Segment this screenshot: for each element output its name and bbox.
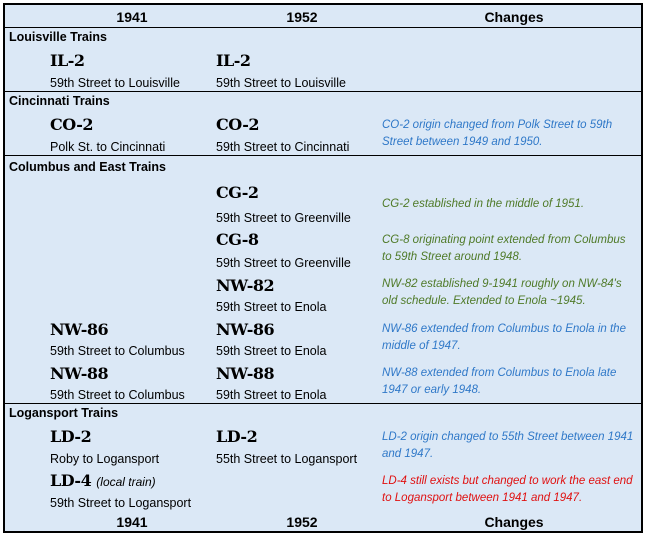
- train-code: IL-2: [216, 51, 251, 70]
- train-code: NW-88: [50, 364, 109, 383]
- header-1941: 1941: [116, 9, 148, 25]
- train-code: CO-2: [50, 115, 94, 134]
- train-route: 59th Street to Columbus: [50, 344, 185, 358]
- footer-1952: 1952: [286, 514, 318, 530]
- train-route: 59th Street to Greenville: [216, 211, 351, 225]
- footer-changes: Changes: [484, 514, 544, 530]
- section-louisville: Louisville Trains: [9, 30, 107, 44]
- train-code: CG-2: [216, 183, 259, 202]
- train-route: 55th Street to Logansport: [216, 452, 358, 466]
- change-note: LD-4 still exists but changed to work th…: [382, 475, 633, 504]
- train-route: Roby to Logansport: [50, 452, 160, 466]
- change-note: CG-8 originating point extended from Col…: [382, 234, 626, 263]
- train-route: 59th Street to Greenville: [216, 256, 351, 270]
- divider: [5, 155, 641, 156]
- change-note: NW-86 extended from Columbus to Enola in…: [382, 323, 626, 352]
- train-comparison-table: 1941 1952 Changes Louisville Trains IL-2…: [3, 3, 643, 533]
- train-code: IL-2: [50, 51, 85, 70]
- train-note: (local train): [96, 475, 156, 489]
- train-code-with-note: LD-4 (local train): [50, 471, 156, 492]
- change-note: LD-2 origin changed to 55th Street betwe…: [382, 431, 634, 460]
- section-logansport: Logansport Trains: [9, 406, 119, 420]
- train-route: 59th Street to Columbus: [50, 388, 185, 402]
- section-cincinnati: Cincinnati Trains: [9, 94, 110, 108]
- train-route: 59th Street to Louisville: [216, 76, 346, 90]
- change-note: CO-2 origin changed from Polk Street to …: [382, 119, 613, 148]
- change-note: NW-88 extended from Columbus to Enola la…: [382, 367, 617, 396]
- train-code: LD-4: [50, 471, 92, 490]
- train-code: NW-82: [216, 276, 275, 295]
- train-route: 59th Street to Louisville: [50, 76, 180, 90]
- train-code: LD-2: [50, 427, 92, 446]
- train-route: Polk St. to Cincinnati: [50, 140, 166, 154]
- divider: [5, 91, 641, 92]
- change-note: CG-2 established in the middle of 1951.: [382, 198, 585, 210]
- train-code: NW-86: [50, 320, 109, 339]
- footer-1941: 1941: [116, 514, 148, 530]
- train-route: 59th Street to Enola: [216, 388, 327, 402]
- header-changes: Changes: [484, 9, 544, 25]
- train-route: 59th Street to Enola: [216, 344, 327, 358]
- train-route: 59th Street to Logansport: [50, 496, 192, 510]
- train-code: CG-8: [216, 230, 259, 249]
- train-code: NW-88: [216, 364, 275, 383]
- header-1952: 1952: [286, 9, 318, 25]
- divider: [5, 403, 641, 404]
- train-route: 59th Street to Cincinnati: [216, 140, 350, 154]
- section-columbus: Columbus and East Trains: [9, 160, 166, 174]
- change-note: NW-82 established 9-1941 roughly on NW-8…: [382, 278, 622, 307]
- train-route: 59th Street to Enola: [216, 300, 327, 314]
- train-code: CO-2: [216, 115, 260, 134]
- train-code: LD-2: [216, 427, 258, 446]
- divider: [5, 27, 641, 28]
- train-code: NW-86: [216, 320, 275, 339]
